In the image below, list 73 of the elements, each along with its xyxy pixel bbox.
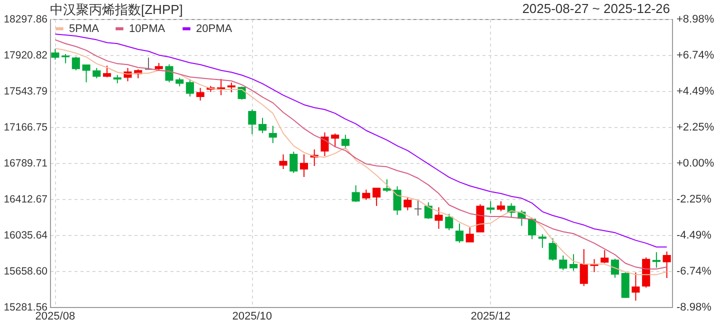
candlestick bbox=[404, 196, 412, 211]
candlestick bbox=[186, 78, 194, 98]
y2-tick-label: -8.98% bbox=[676, 302, 712, 314]
candlestick bbox=[72, 56, 80, 71]
candlestick bbox=[393, 186, 402, 216]
candlestick bbox=[268, 125, 277, 144]
candlestick bbox=[165, 64, 174, 83]
candlestick bbox=[559, 254, 568, 271]
y-tick-label: 16035.64 bbox=[4, 230, 48, 242]
y2-tick-label: +4.49% bbox=[676, 86, 714, 98]
candlestick bbox=[82, 64, 90, 83]
y-tick-label: 17543.79 bbox=[4, 86, 48, 98]
y-tick-label: 18297.86 bbox=[4, 14, 48, 26]
candlestick bbox=[331, 132, 340, 148]
candlestick bbox=[610, 258, 620, 278]
candlestick bbox=[372, 188, 381, 206]
y2-tick-label: -2.25% bbox=[676, 194, 712, 206]
candlestick bbox=[248, 109, 256, 135]
candlestick bbox=[528, 217, 536, 240]
candlestick bbox=[341, 134, 350, 150]
y2-tick-label: +0.00% bbox=[676, 158, 714, 170]
y-tick-label: 15658.60 bbox=[4, 266, 48, 278]
x-tick-label: 2025/10 bbox=[232, 310, 272, 320]
candlestick bbox=[424, 202, 432, 220]
candlestick bbox=[51, 48, 60, 60]
candlestick bbox=[486, 200, 495, 214]
candlestick bbox=[652, 252, 660, 268]
candlestick bbox=[580, 248, 588, 287]
chart-title: 中汉聚丙烯指数[ZHPP] bbox=[50, 1, 183, 19]
y2-tick-label: +8.98% bbox=[676, 14, 714, 26]
candlestick bbox=[279, 154, 288, 170]
chart-subtitle: 2025-08-27 ~ 2025-12-26 bbox=[522, 1, 670, 16]
y-tick-label: 17166.75 bbox=[4, 122, 48, 134]
y-tick-label: 15281.56 bbox=[4, 302, 48, 314]
candlestick bbox=[227, 82, 236, 93]
candlestick bbox=[621, 272, 630, 298]
candlestick bbox=[632, 272, 640, 302]
candlestick bbox=[538, 234, 546, 248]
y2-tick-label: +6.74% bbox=[676, 49, 714, 62]
candlestick bbox=[455, 223, 464, 244]
candlestick bbox=[445, 213, 454, 231]
y2-tick-label: -6.74% bbox=[676, 266, 712, 278]
y-tick-label: 17920.82 bbox=[4, 50, 48, 62]
candlestick bbox=[290, 151, 298, 174]
candlestick bbox=[62, 54, 70, 64]
candlestick bbox=[258, 117, 267, 134]
legend-label: 10PMA bbox=[129, 22, 166, 35]
candlestick bbox=[362, 189, 370, 200]
candlestick bbox=[92, 67, 101, 79]
candlestick bbox=[300, 154, 308, 178]
x-tick-label: 2025/12 bbox=[470, 310, 510, 320]
candlestick bbox=[569, 254, 578, 272]
candlestick bbox=[382, 178, 391, 192]
y2-tick-label: -4.49% bbox=[676, 230, 712, 242]
y-tick-label: 16412.67 bbox=[4, 194, 48, 206]
candlestick bbox=[590, 258, 598, 273]
candlestick bbox=[662, 250, 671, 279]
candlestick bbox=[466, 227, 474, 242]
candlestick bbox=[320, 132, 329, 157]
candlestick bbox=[496, 200, 505, 212]
candlestick bbox=[548, 238, 557, 262]
candlestick bbox=[352, 184, 360, 202]
y-tick-label: 16789.71 bbox=[4, 158, 48, 170]
y2-tick-label: +2.25% bbox=[676, 121, 714, 134]
candlestick bbox=[414, 200, 422, 216]
x-tick-label: 2025/08 bbox=[35, 310, 76, 320]
legend-label: 5PMA bbox=[69, 22, 100, 35]
candlestick bbox=[196, 87, 204, 102]
candlestick bbox=[144, 57, 153, 70]
legend-label: 20PMA bbox=[196, 22, 233, 35]
candlestick bbox=[434, 206, 443, 230]
candlestick bbox=[238, 86, 246, 100]
candlestick bbox=[600, 250, 609, 264]
